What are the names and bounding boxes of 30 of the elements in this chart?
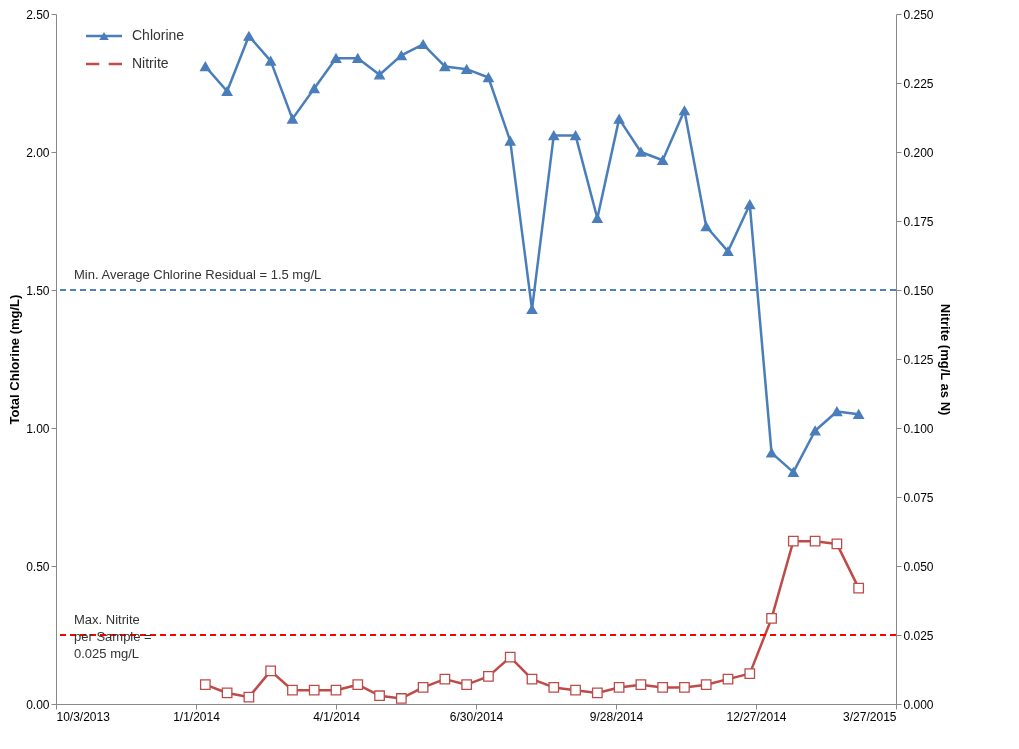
y2-tick-label: 0.200 bbox=[903, 145, 934, 160]
y-tick-label: 2.00 bbox=[26, 145, 50, 160]
x-tick-label: 9/28/2014 bbox=[589, 709, 644, 724]
ref-line-label: Min. Average Chlorine Residual = 1.5 mg/L bbox=[74, 267, 322, 282]
legend-label: Nitrite bbox=[132, 55, 169, 71]
y-tick-label: 0.00 bbox=[26, 697, 50, 712]
y2-tick-label: 0.250 bbox=[903, 7, 934, 22]
ref-line-label: Max. Nitrite per Sample = 0.025 mg/L bbox=[74, 612, 152, 661]
legend-label: Chlorine bbox=[132, 27, 185, 43]
x-tick-label: 12/27/2014 bbox=[726, 709, 787, 724]
y-tick-label: 0.50 bbox=[26, 559, 50, 574]
y2-tick-label: 0.000 bbox=[903, 697, 934, 712]
x-tick-label: 6/30/2014 bbox=[449, 709, 504, 724]
y2-tick-label: 0.050 bbox=[903, 559, 934, 574]
y2-tick-label: 0.175 bbox=[903, 214, 934, 229]
y2-tick-label: 0.150 bbox=[903, 283, 934, 298]
y2-axis-title: Nitrite (mg/L as N) bbox=[937, 303, 953, 416]
x-tick-label: 3/27/2015 bbox=[843, 709, 897, 724]
x-tick-label: 1/1/2014 bbox=[173, 709, 221, 724]
y-axis-title: Total Chlorine (mg/L) bbox=[7, 294, 23, 425]
y2-tick-label: 0.075 bbox=[903, 490, 934, 505]
y-tick-label: 2.50 bbox=[26, 7, 50, 22]
y-tick-label: 1.50 bbox=[26, 283, 50, 298]
x-tick-label: 10/3/2013 bbox=[56, 709, 111, 724]
y2-tick-label: 0.125 bbox=[903, 352, 934, 367]
y2-tick-label: 0.225 bbox=[903, 76, 934, 91]
x-tick-label: 4/1/2014 bbox=[313, 709, 361, 724]
y-tick-label: 1.00 bbox=[26, 421, 50, 436]
y2-tick-label: 0.100 bbox=[903, 421, 934, 436]
y2-tick-label: 0.025 bbox=[903, 628, 934, 643]
